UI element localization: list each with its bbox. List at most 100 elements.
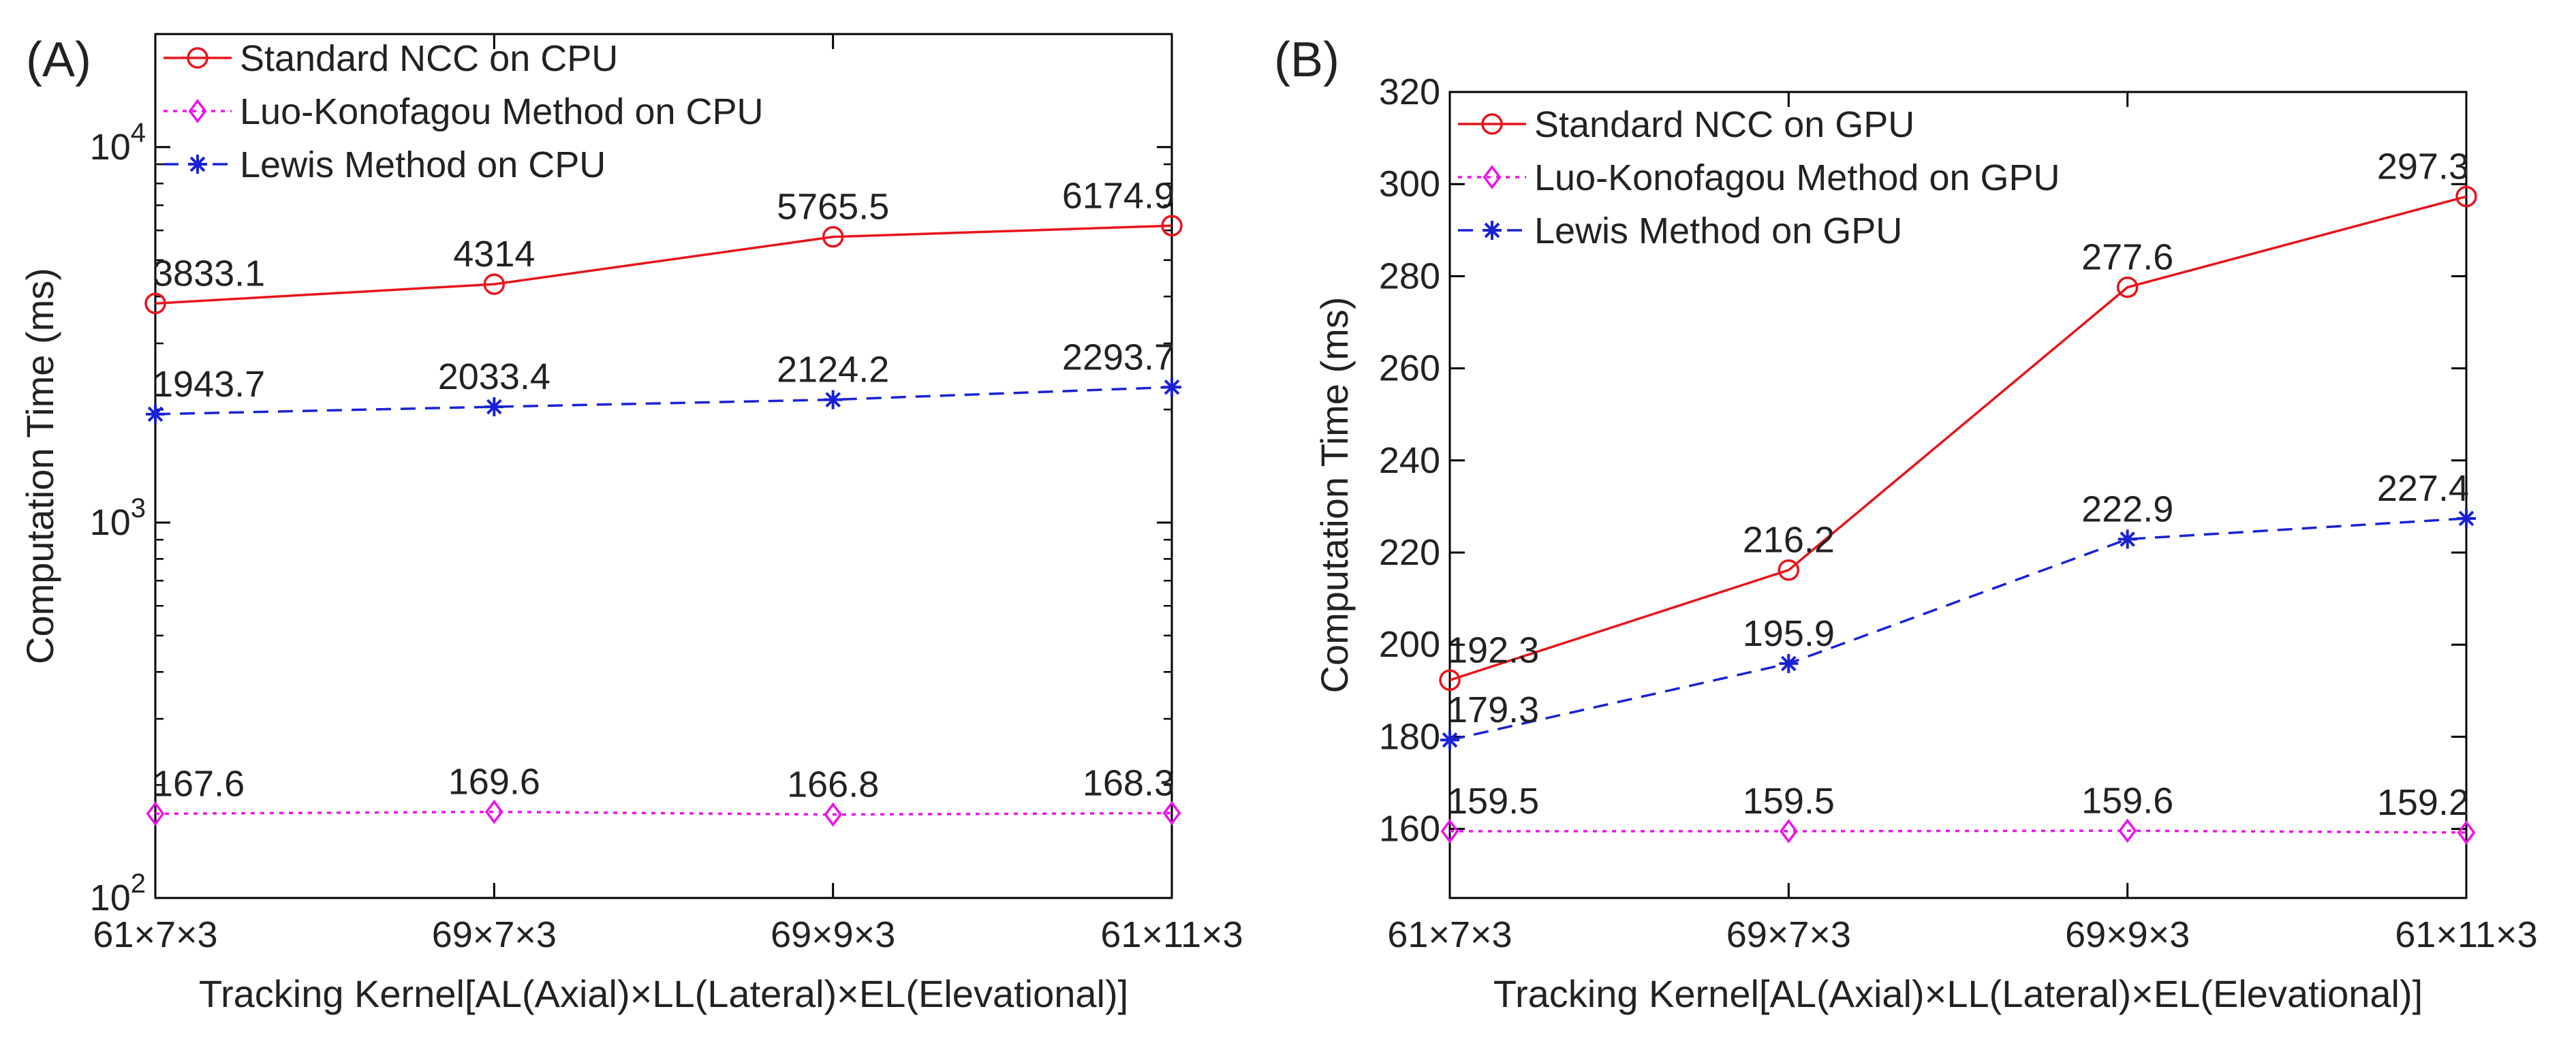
x-tick-label: 69×7×3 [432, 914, 557, 955]
data-point [2455, 185, 2477, 208]
y-tick-label: 240 [1379, 440, 1440, 481]
data-label: 169.6 [448, 762, 540, 803]
data-point [2457, 508, 2476, 528]
legend-label: Luo-Konofagou Method on GPU [1534, 157, 2060, 198]
y-tick-label: 220 [1379, 532, 1440, 573]
x-axis-label: Tracking Kernel[AL(Axial)×LL(Lateral)×EL… [199, 972, 1128, 1015]
data-label: 277.6 [2081, 237, 2173, 278]
data-label: 222.9 [2081, 489, 2173, 529]
series-line [155, 224, 1173, 305]
y-tick-label: 103 [90, 493, 146, 543]
data-label: 2293.7 [1062, 337, 1175, 377]
panel-a: (A) 102 103 104 61×7×3 69×7×3 69×9×3 61×11×3 Tra… [18, 33, 1243, 1015]
y-axis-label: Computation Time (ms) [18, 268, 61, 664]
x-tick-label: 61×11×3 [2395, 914, 2537, 955]
legend-item: Luo-Konofagou Method on CPU [164, 91, 764, 132]
series-lewis-method-on-cpu: 1943.7 2033.4 2124.2 2293.7 [146, 337, 1181, 424]
legend-label: Lewis Method on CPU [240, 144, 606, 185]
y-tick-label: 102 [90, 869, 146, 918]
x-tick-label: 61×7×3 [1387, 914, 1512, 955]
data-label: 3833.1 [153, 253, 265, 294]
data-point [2457, 820, 2476, 845]
legend-item: Luo-Konofagou Method on GPU [1458, 157, 2060, 198]
legend-marker [1481, 113, 1503, 135]
data-point [484, 397, 504, 417]
data-label: 159.6 [2081, 780, 2173, 821]
y-tick-label: 320 [1379, 72, 1440, 112]
y-tick-label: 300 [1379, 164, 1440, 204]
data-label: 1943.7 [153, 364, 265, 405]
data-label: 227.4 [2377, 468, 2469, 509]
x-tick-label: 69×9×3 [771, 914, 895, 955]
series-standard-ncc-on-gpu: 192.3 216.2 277.6 297.3 [1439, 146, 2477, 692]
legend: Standard NCC on CPU Luo-Konofagou Method … [164, 38, 764, 185]
legend-label: Standard NCC on CPU [240, 38, 618, 79]
data-label: 159.5 [1743, 781, 1835, 822]
data-point [2116, 276, 2139, 298]
data-point [823, 390, 843, 409]
data-label: 195.9 [1743, 613, 1835, 654]
x-tick-label: 61×7×3 [93, 914, 217, 955]
y-tick-label: 180 [1379, 716, 1440, 757]
panel-b: (B) 160 180 200 220 240 260 280 300 320 61×7×3 69×7… [1274, 33, 2538, 1015]
x-tick-label: 69×7×3 [1726, 914, 1851, 955]
data-label: 216.2 [1743, 520, 1835, 561]
data-label: 192.3 [1447, 630, 1539, 670]
series-line [1449, 195, 2467, 681]
legend-marker [187, 47, 208, 69]
data-point [1779, 819, 1798, 843]
data-point [146, 801, 165, 826]
data-point [1779, 653, 1799, 673]
data-label: 168.3 [1083, 762, 1175, 803]
data-point [1439, 669, 1461, 692]
data-point [1778, 559, 1800, 581]
legend-item: Standard NCC on CPU [164, 38, 618, 79]
data-point [2117, 529, 2137, 549]
legend-marker [188, 155, 207, 174]
legend-marker [1483, 221, 1502, 240]
plot-frame [1448, 91, 2468, 899]
series-standard-ncc-on-cpu: 3833.1 4314 5765.5 6174.9 [144, 175, 1183, 315]
legend-item: Lewis Method on GPU [1458, 211, 1902, 251]
legend-label: Luo-Konofagou Method on CPU [240, 91, 764, 132]
data-label: 166.8 [787, 764, 879, 805]
data-label: 4314 [453, 234, 535, 275]
data-label: 6174.9 [1062, 175, 1175, 216]
data-label: 2033.4 [438, 356, 550, 397]
panel-label: (A) [26, 33, 91, 87]
panel-label: (B) [1274, 33, 1339, 87]
series-lewis-method-on-gpu: 179.3 195.9 222.9 227.4 [1440, 468, 2476, 750]
data-label: 159.2 [2377, 782, 2469, 823]
series-luo-konofagou-method-on-cpu: 167.6 169.6 166.8 168.3 [146, 762, 1181, 827]
data-point [1162, 377, 1181, 397]
legend-label: Lewis Method on GPU [1534, 211, 1902, 251]
x-axis-label: Tracking Kernel[AL(Axial)×LL(Lateral)×EL… [1493, 972, 2423, 1015]
y-tick-label: 104 [90, 118, 146, 168]
x-tick-label: 61×11×3 [1100, 914, 1243, 955]
data-point [1440, 730, 1459, 750]
data-point [483, 273, 506, 295]
legend-item: Lewis Method on CPU [164, 144, 606, 185]
legend: Standard NCC on GPU Luo-Konofagou Method … [1458, 104, 2060, 251]
series-line [1449, 517, 2467, 741]
data-point [2118, 818, 2137, 843]
data-point [146, 404, 165, 424]
data-label: 167.6 [153, 763, 245, 804]
y-tick-label: 260 [1379, 348, 1440, 389]
plot-frame [154, 33, 1173, 899]
series-luo-konofagou-method-on-gpu: 159.5 159.5 159.6 159.2 [1440, 780, 2476, 845]
data-point [822, 226, 844, 248]
data-point [1162, 801, 1181, 826]
data-point [1161, 215, 1183, 237]
data-label: 5765.5 [777, 187, 889, 228]
series-line [155, 810, 1173, 816]
data-point [1440, 819, 1459, 843]
x-tick-label: 69×9×3 [2065, 914, 2190, 955]
data-label: 2124.2 [777, 350, 889, 390]
legend-marker [188, 99, 207, 123]
data-point [484, 799, 503, 824]
legend-label: Standard NCC on GPU [1534, 104, 1914, 145]
data-point [144, 292, 166, 315]
series-line [155, 386, 1173, 416]
